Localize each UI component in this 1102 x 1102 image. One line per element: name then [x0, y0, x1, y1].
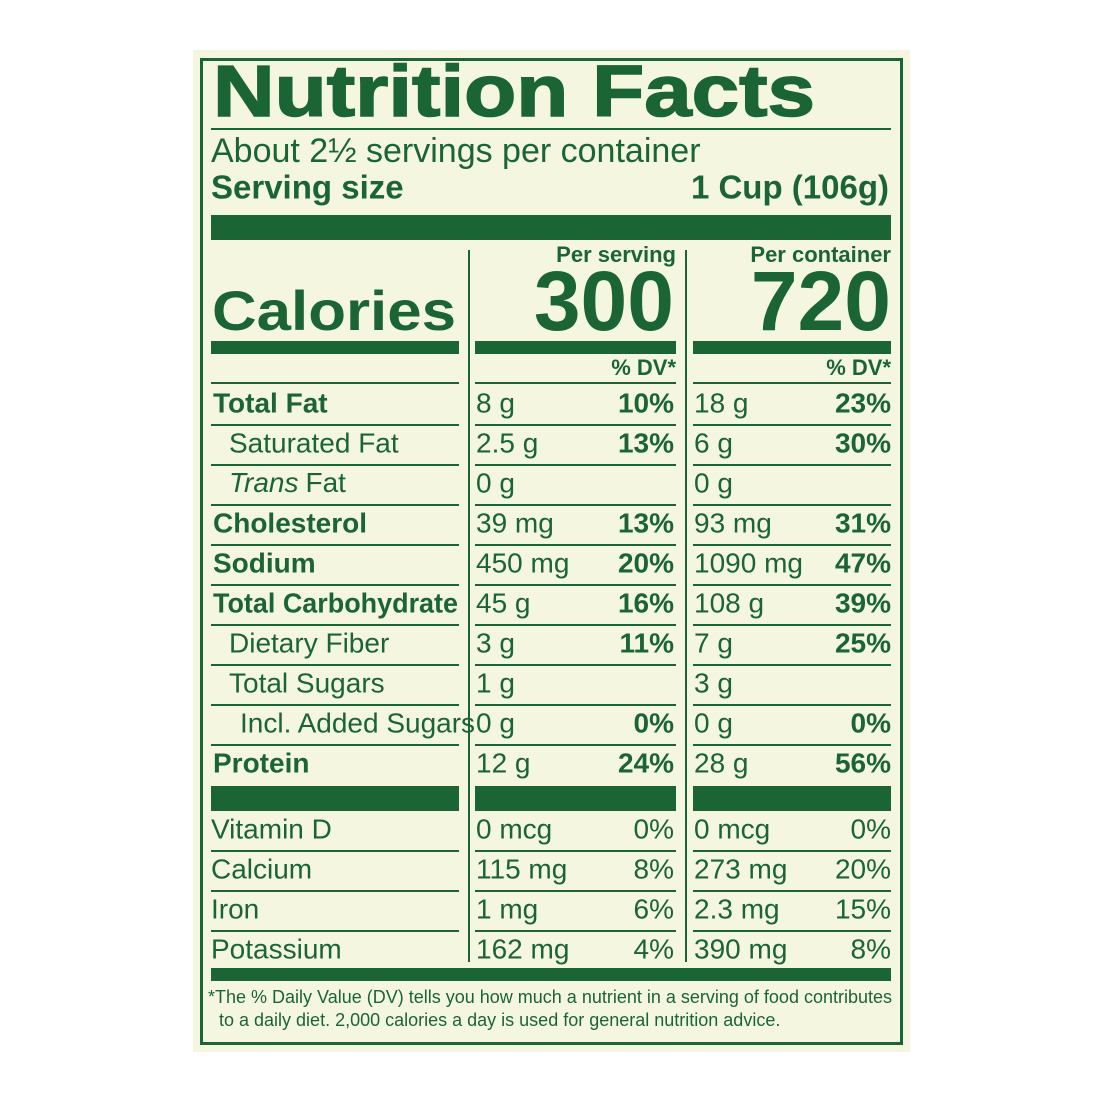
- amount: 6 g: [694, 427, 733, 458]
- footnote: *The % Daily Value (DV) tells you how mu…: [208, 987, 892, 1007]
- calories-serving: 300: [534, 254, 674, 348]
- per-container-header: Per container: [750, 242, 891, 267]
- amount: 0 g: [476, 467, 515, 498]
- daily-value: 13%: [618, 507, 674, 538]
- amount: 0 g: [694, 707, 733, 738]
- daily-value: 39%: [835, 587, 891, 618]
- serving-size-label: Serving size: [211, 169, 404, 206]
- title: Nutrition Facts: [213, 52, 815, 132]
- bar: [475, 341, 676, 354]
- serving-size-value: 1 Cup (106g): [691, 169, 889, 206]
- daily-value: 56%: [835, 747, 891, 778]
- amount: 1090 mg: [694, 547, 803, 578]
- row-label: Protein: [213, 747, 309, 778]
- amount: 39 mg: [476, 507, 554, 538]
- bar: [211, 968, 891, 981]
- row-label: Calcium: [211, 853, 312, 884]
- amount: 115 mg: [476, 853, 567, 884]
- row-label: Total Carbohydrate: [213, 587, 458, 618]
- amount: 3 g: [476, 627, 515, 658]
- border: [200, 58, 903, 1045]
- daily-value: 15%: [835, 893, 891, 924]
- row-label: Total Fat: [213, 387, 328, 418]
- footnote: to a daily diet. 2,000 calories a day is…: [219, 1010, 780, 1030]
- daily-value: 8%: [634, 853, 674, 884]
- amount: 93 mg: [694, 507, 772, 538]
- calories-label: Calories: [212, 279, 456, 342]
- daily-value: 31%: [835, 507, 891, 538]
- daily-value: 24%: [618, 747, 674, 778]
- calories-container: 720: [751, 254, 891, 348]
- amount: 7 g: [694, 627, 733, 658]
- daily-value: 0%: [851, 707, 892, 738]
- row-label: Vitamin D: [211, 813, 332, 844]
- row-label: Iron: [211, 893, 259, 924]
- daily-value: 20%: [835, 853, 891, 884]
- daily-value: 10%: [618, 387, 674, 418]
- daily-value: 4%: [634, 933, 674, 964]
- amount: 18 g: [694, 387, 749, 418]
- row-label: Fat: [306, 467, 347, 498]
- amount: 3 g: [694, 667, 733, 698]
- amount: 450 mg: [476, 547, 569, 578]
- bar: [693, 341, 891, 354]
- daily-value: 0%: [634, 813, 674, 844]
- amount: 0 mcg: [694, 813, 770, 844]
- bar: [211, 786, 459, 811]
- daily-value: 11%: [620, 627, 675, 658]
- daily-value: 0%: [851, 813, 891, 844]
- amount: 0 g: [476, 707, 515, 738]
- daily-value: 0%: [634, 707, 675, 738]
- dv-header: % DV*: [611, 355, 676, 380]
- amount: 1 g: [476, 667, 515, 698]
- daily-value: 20%: [618, 547, 674, 578]
- amount: 2.5 g: [476, 427, 538, 458]
- amount: 273 mg: [694, 853, 787, 884]
- servings: About 2½ servings per container: [211, 132, 701, 170]
- amount: 2.3 mg: [694, 893, 780, 924]
- row-label: Incl. Added Sugars: [240, 707, 475, 738]
- amount: 45 g: [476, 587, 531, 618]
- row-label: Saturated Fat: [229, 427, 399, 458]
- per-serving-header: Per serving: [556, 242, 676, 267]
- amount: 0 mcg: [476, 813, 552, 844]
- amount: 1 mg: [476, 893, 538, 924]
- daily-value: 47%: [835, 547, 891, 578]
- row-label: Sodium: [213, 547, 316, 578]
- thick-bar: [211, 215, 891, 240]
- amount: 8 g: [476, 387, 515, 418]
- dv-header: % DV*: [826, 355, 891, 380]
- row-label: Trans Fat: [229, 467, 346, 498]
- daily-value: 25%: [835, 627, 891, 658]
- row-label: Dietary Fiber: [229, 627, 389, 658]
- bar: [693, 786, 891, 811]
- daily-value: 6%: [634, 893, 674, 924]
- amount: 390 mg: [694, 933, 787, 964]
- bar: [475, 786, 676, 811]
- amount: 108 g: [694, 587, 764, 618]
- amount: 12 g: [476, 747, 531, 778]
- daily-value: 16%: [618, 587, 674, 618]
- amount: 28 g: [694, 747, 749, 778]
- row-label: Potassium: [211, 933, 342, 964]
- amount: 0 g: [694, 467, 733, 498]
- daily-value: 8%: [851, 933, 891, 964]
- daily-value: 23%: [835, 387, 891, 418]
- row-label: Total Sugars: [229, 667, 385, 698]
- daily-value: 30%: [835, 427, 891, 458]
- daily-value: 13%: [618, 427, 674, 458]
- amount: 162 mg: [476, 933, 569, 964]
- bar: [211, 341, 459, 354]
- row-label: Cholesterol: [213, 507, 367, 538]
- row-label-prefix: Trans: [229, 467, 299, 498]
